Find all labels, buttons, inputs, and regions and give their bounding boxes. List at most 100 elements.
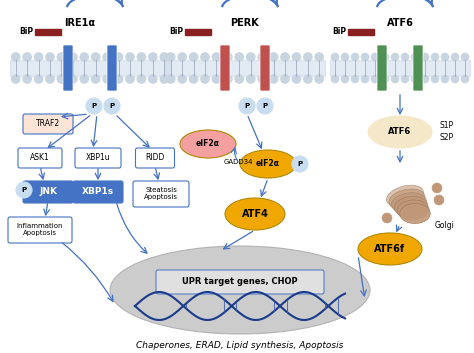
Circle shape — [16, 182, 32, 198]
Circle shape — [91, 75, 100, 83]
Ellipse shape — [400, 203, 430, 223]
FancyBboxPatch shape — [18, 148, 62, 168]
Circle shape — [190, 75, 198, 83]
Text: Inflammation
Apoptosis: Inflammation Apoptosis — [17, 223, 63, 237]
Circle shape — [382, 213, 392, 223]
Circle shape — [166, 53, 175, 61]
Circle shape — [461, 76, 469, 83]
FancyBboxPatch shape — [377, 45, 387, 91]
Bar — [185, 29, 211, 35]
Circle shape — [351, 76, 359, 83]
Circle shape — [69, 53, 77, 61]
Circle shape — [372, 53, 379, 61]
Circle shape — [149, 53, 157, 61]
Circle shape — [361, 76, 369, 83]
Circle shape — [281, 53, 289, 61]
Bar — [348, 29, 374, 35]
Ellipse shape — [392, 193, 426, 213]
Bar — [35, 29, 61, 35]
Circle shape — [103, 53, 111, 61]
Circle shape — [392, 53, 399, 61]
Circle shape — [431, 76, 438, 83]
Circle shape — [421, 76, 428, 83]
Text: ATF6: ATF6 — [387, 18, 413, 28]
Circle shape — [246, 75, 255, 83]
Ellipse shape — [240, 150, 296, 178]
Circle shape — [382, 53, 389, 61]
Circle shape — [86, 98, 102, 114]
Circle shape — [304, 53, 312, 61]
Text: ATF6: ATF6 — [388, 127, 411, 137]
Text: RIDD: RIDD — [146, 154, 164, 162]
Text: P: P — [21, 187, 27, 193]
FancyBboxPatch shape — [133, 181, 189, 207]
Circle shape — [281, 75, 289, 83]
Circle shape — [382, 76, 389, 83]
Ellipse shape — [358, 233, 422, 265]
Text: TRAF2: TRAF2 — [36, 120, 60, 128]
Circle shape — [432, 183, 442, 193]
Circle shape — [431, 53, 438, 61]
Circle shape — [178, 53, 186, 61]
FancyBboxPatch shape — [73, 181, 123, 203]
Circle shape — [166, 75, 175, 83]
FancyBboxPatch shape — [63, 45, 73, 91]
Circle shape — [246, 53, 255, 61]
Text: BiP: BiP — [332, 28, 346, 36]
Ellipse shape — [386, 185, 424, 207]
Text: Chaperones, ERAD, Lipid synthesis, Apoptosis: Chaperones, ERAD, Lipid synthesis, Apopt… — [137, 341, 344, 349]
Circle shape — [292, 53, 301, 61]
Circle shape — [126, 53, 134, 61]
Circle shape — [235, 53, 244, 61]
Ellipse shape — [394, 196, 428, 217]
Circle shape — [46, 75, 54, 83]
Circle shape — [190, 53, 198, 61]
Circle shape — [137, 75, 146, 83]
Circle shape — [69, 75, 77, 83]
Bar — [165, 60, 325, 76]
Circle shape — [392, 76, 399, 83]
Ellipse shape — [389, 189, 425, 210]
Text: ASK1: ASK1 — [30, 154, 50, 162]
Ellipse shape — [397, 200, 429, 220]
Circle shape — [149, 75, 157, 83]
Circle shape — [239, 98, 255, 114]
Circle shape — [160, 53, 168, 61]
Circle shape — [331, 53, 338, 61]
FancyBboxPatch shape — [75, 148, 121, 168]
Bar — [10, 60, 170, 76]
Circle shape — [451, 76, 459, 83]
Circle shape — [212, 75, 220, 83]
Text: BiP: BiP — [19, 28, 33, 36]
Circle shape — [103, 75, 111, 83]
Circle shape — [114, 75, 123, 83]
Circle shape — [292, 156, 308, 172]
Circle shape — [57, 75, 65, 83]
Text: S1P: S1P — [440, 121, 454, 131]
Text: JNK: JNK — [39, 187, 57, 197]
Text: P: P — [91, 103, 97, 109]
Circle shape — [57, 53, 65, 61]
Circle shape — [212, 53, 220, 61]
Text: S2P: S2P — [440, 133, 454, 143]
Ellipse shape — [368, 116, 432, 148]
Circle shape — [35, 53, 43, 61]
FancyBboxPatch shape — [107, 45, 117, 91]
FancyBboxPatch shape — [413, 45, 423, 91]
Circle shape — [23, 53, 31, 61]
Circle shape — [331, 76, 338, 83]
Text: ATF6f: ATF6f — [374, 244, 406, 254]
Circle shape — [201, 75, 209, 83]
Circle shape — [441, 76, 448, 83]
Circle shape — [341, 76, 348, 83]
Circle shape — [201, 53, 209, 61]
Circle shape — [372, 76, 379, 83]
Text: UPR target genes, CHOP: UPR target genes, CHOP — [182, 277, 298, 287]
Text: P: P — [298, 161, 302, 167]
Circle shape — [441, 53, 448, 61]
FancyBboxPatch shape — [8, 217, 72, 243]
Circle shape — [451, 53, 459, 61]
Text: BiP: BiP — [169, 28, 183, 36]
Circle shape — [315, 53, 323, 61]
Circle shape — [46, 53, 54, 61]
